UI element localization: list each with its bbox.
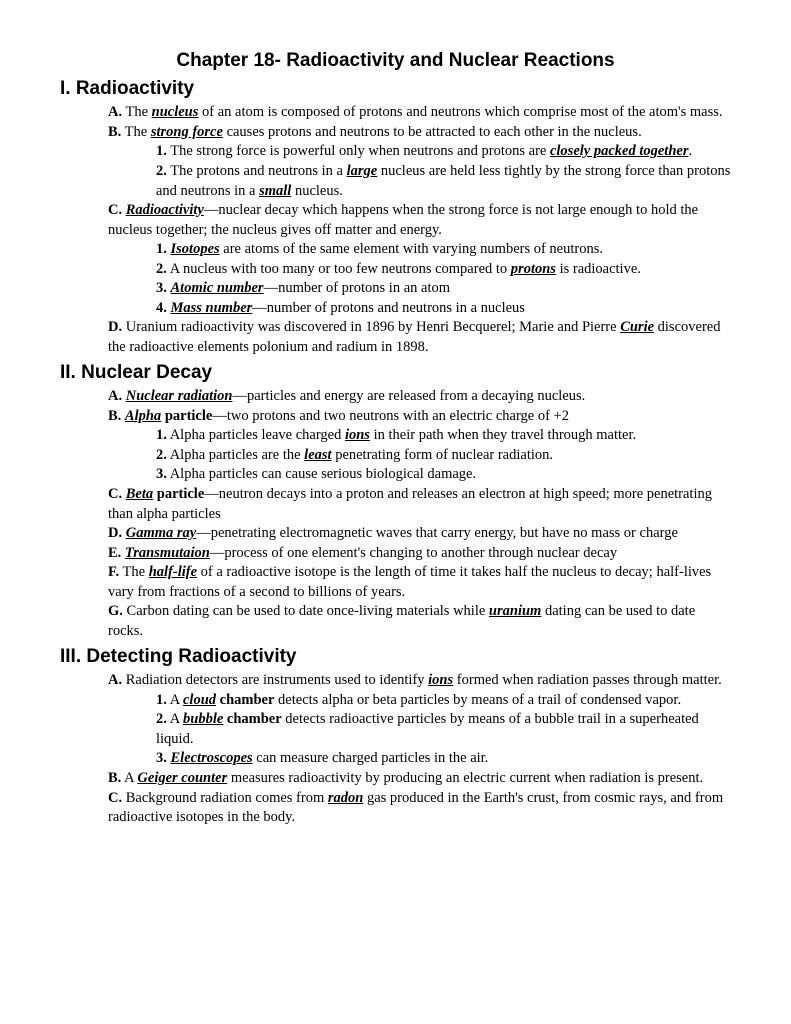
section-heading: I. Radioactivity (60, 76, 731, 102)
outline-item: 2. Alpha particles are the least penetra… (156, 446, 731, 466)
outline-item: A. Nuclear radiation—particles and energ… (108, 387, 731, 407)
document-page: Chapter 18- Radioactivity and Nuclear Re… (0, 0, 791, 1024)
outline-item: 1. A cloud chamber detects alpha or beta… (156, 691, 731, 711)
outline-item: B. Alpha particle—two protons and two ne… (108, 407, 731, 427)
outline-item: 2. A bubble chamber detects radioactive … (156, 710, 731, 749)
outline-item: B. A Geiger counter measures radioactivi… (108, 769, 731, 789)
outline-item: 3. Electroscopes can measure charged par… (156, 749, 731, 769)
section-heading: II. Nuclear Decay (60, 360, 731, 386)
outline-item: 3. Atomic number—number of protons in an… (156, 279, 731, 299)
outline-item: 2. A nucleus with too many or too few ne… (156, 260, 731, 280)
outline-item: A. Radiation detectors are instruments u… (108, 671, 731, 691)
outline-item: 1. Alpha particles leave charged ions in… (156, 426, 731, 446)
outline-item: 2. The protons and neutrons in a large n… (156, 162, 731, 201)
outline-item: 1. The strong force is powerful only whe… (156, 142, 731, 162)
outline-item: A. The nucleus of an atom is composed of… (108, 103, 731, 123)
outline-item: D. Uranium radioactivity was discovered … (108, 318, 731, 357)
outline-item: C. Beta particle—neutron decays into a p… (108, 485, 731, 524)
section-heading: III. Detecting Radioactivity (60, 644, 731, 670)
outline-item: 3. Alpha particles can cause serious bio… (156, 465, 731, 485)
outline-item: C. Radioactivity—nuclear decay which hap… (108, 201, 731, 240)
chapter-title: Chapter 18- Radioactivity and Nuclear Re… (60, 48, 731, 74)
outline-item: B. The strong force causes protons and n… (108, 123, 731, 143)
outline-item: 4. Mass number—number of protons and neu… (156, 299, 731, 319)
outline-item: E. Transmutaion—process of one element's… (108, 544, 731, 564)
sections-container: I. RadioactivityA. The nucleus of an ato… (60, 76, 731, 828)
outline-item: G. Carbon dating can be used to date onc… (108, 602, 731, 641)
outline-item: F. The half-life of a radioactive isotop… (108, 563, 731, 602)
outline-item: 1. Isotopes are atoms of the same elemen… (156, 240, 731, 260)
outline-item: C. Background radiation comes from radon… (108, 789, 731, 828)
outline-item: D. Gamma ray—penetrating electromagnetic… (108, 524, 731, 544)
